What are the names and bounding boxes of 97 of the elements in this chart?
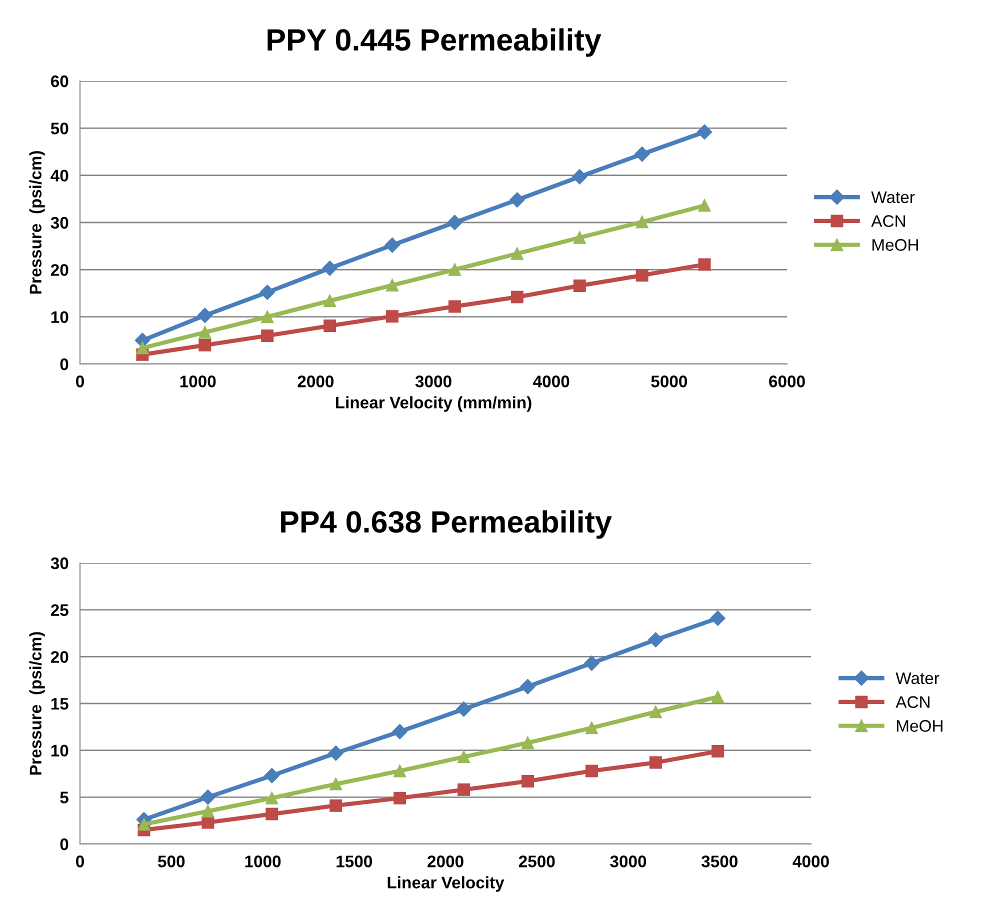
point	[394, 792, 406, 804]
y-tick-label: 15	[51, 698, 68, 710]
point	[328, 746, 344, 761]
point	[384, 238, 400, 253]
x-tick-label: 6000	[769, 376, 805, 388]
point	[197, 308, 212, 323]
legend-label: ACN	[871, 215, 905, 227]
legend-label: Water	[871, 191, 915, 204]
point	[648, 632, 664, 648]
legend-label: MeOH	[896, 720, 942, 732]
x-tick-label: 3000	[610, 856, 646, 868]
point	[510, 192, 525, 208]
x-tick-label: 4000	[792, 856, 829, 868]
point	[710, 610, 726, 626]
point	[448, 300, 461, 313]
y-tick-label: 25	[50, 604, 68, 616]
point	[264, 768, 280, 784]
point	[136, 342, 149, 354]
y-tick-label: 60	[50, 75, 68, 88]
y-tick-label: 20	[50, 264, 68, 276]
point	[585, 722, 598, 734]
y-tick-label: 0	[60, 838, 68, 850]
legend-label: MeOH	[872, 239, 918, 251]
point	[712, 690, 724, 704]
point	[712, 745, 724, 758]
x-tick-label: 3000	[415, 376, 452, 388]
point	[448, 263, 461, 276]
y-tick-label: 20	[50, 651, 68, 663]
x-tick-label: 2000	[428, 856, 464, 868]
x-tick-label: 4000	[533, 376, 570, 388]
point	[521, 736, 534, 750]
point	[386, 310, 399, 323]
chart-title: PP4 0.638 Permeability	[281, 510, 612, 539]
x-tick-label: 1000	[245, 856, 281, 868]
point	[458, 783, 470, 796]
y-tick-label: 10	[51, 311, 68, 324]
point	[394, 764, 406, 778]
y-tick-label: 30	[50, 557, 68, 570]
x-tick-label: 0	[76, 376, 84, 388]
x-tick-label: 2000	[298, 376, 334, 388]
point	[392, 724, 408, 740]
y-tick-label: 5	[60, 792, 68, 804]
y-tick-label: 10	[51, 744, 68, 757]
y-tick-label: 40	[50, 170, 68, 182]
point	[386, 278, 399, 292]
point	[520, 679, 536, 694]
y-tick-label: 0	[60, 358, 68, 370]
x-tick-label: 500	[158, 856, 185, 868]
point	[696, 124, 712, 140]
point	[261, 329, 274, 342]
point	[521, 774, 534, 788]
point	[636, 269, 648, 282]
point	[649, 756, 662, 769]
y-axis-title: Pressure (psi/cm)	[29, 632, 45, 775]
point	[266, 808, 278, 820]
x-tick-label: 3500	[701, 856, 738, 868]
point	[573, 279, 586, 292]
point	[572, 169, 588, 184]
point	[330, 799, 342, 812]
point	[322, 260, 338, 276]
legend-label: Water	[896, 672, 940, 684]
point	[510, 290, 524, 304]
point	[198, 338, 212, 352]
x-axis-title: Linear Velocity	[388, 876, 504, 892]
point	[330, 778, 342, 790]
point	[260, 284, 275, 300]
x-tick-label: 5000	[651, 376, 688, 388]
point	[510, 247, 524, 260]
point	[698, 199, 711, 212]
point	[202, 804, 214, 818]
point	[649, 706, 662, 718]
x-tick-label: 1500	[336, 856, 372, 868]
point	[634, 146, 650, 162]
point	[585, 764, 598, 778]
point	[324, 294, 336, 308]
point	[458, 750, 470, 764]
point	[584, 656, 600, 671]
chart-title: PPY 0.445 Permeability	[268, 28, 602, 57]
point	[266, 792, 278, 804]
x-tick-label: 1000	[180, 376, 216, 388]
point	[698, 258, 711, 271]
point	[198, 326, 212, 339]
y-axis-title: Pressure (psi/cm)	[29, 151, 45, 294]
y-tick-label: 50	[50, 122, 68, 134]
legend-label: ACN	[896, 696, 930, 708]
point	[447, 214, 462, 230]
point	[261, 310, 274, 324]
point	[456, 702, 472, 717]
point	[200, 790, 216, 805]
x-axis-title: Linear Velocity (mm/min)	[336, 396, 532, 412]
point	[324, 320, 336, 332]
x-tick-label: 2500	[518, 856, 555, 868]
point	[573, 231, 586, 244]
point	[138, 818, 150, 831]
x-tick-label: 0	[76, 856, 84, 868]
point	[636, 216, 648, 228]
y-tick-label: 30	[50, 216, 68, 229]
